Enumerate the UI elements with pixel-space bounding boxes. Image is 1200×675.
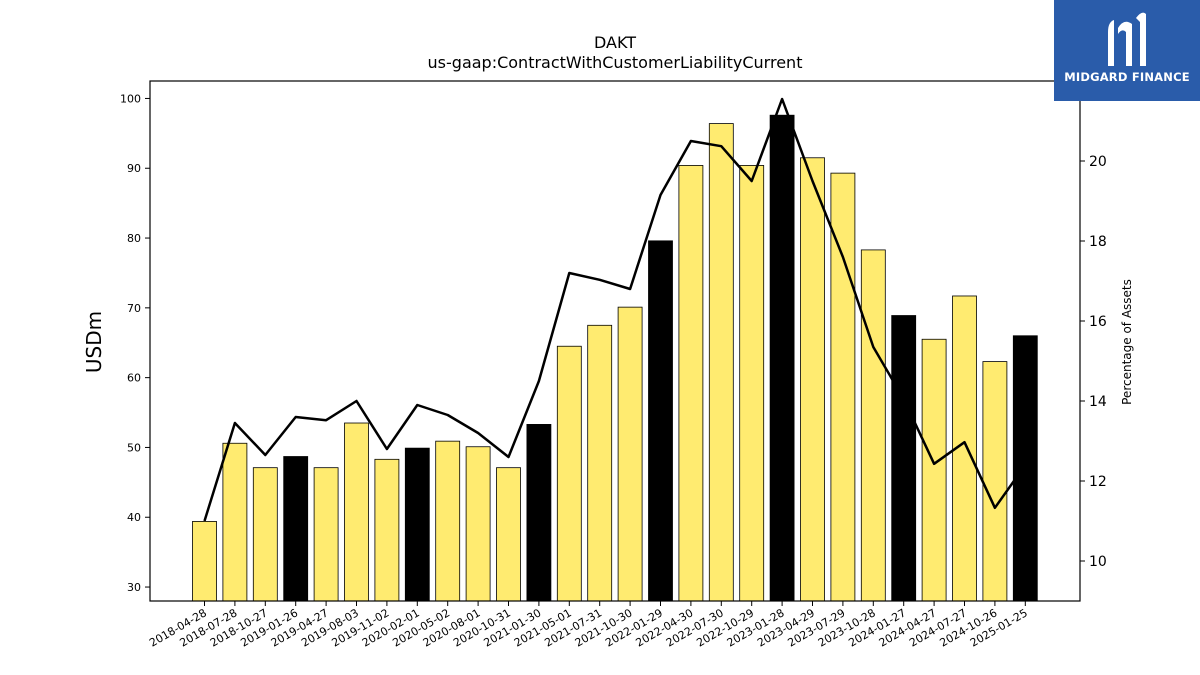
bar (587, 324, 613, 602)
bar (404, 447, 430, 602)
y-tick-label: 50 (127, 441, 141, 454)
y2-tick-label: 12 (1089, 474, 1107, 490)
bar (344, 422, 369, 602)
bar (648, 240, 673, 602)
y-tick-label: 90 (127, 162, 141, 175)
y-tick-label: 40 (127, 511, 141, 524)
bar (252, 467, 278, 602)
bar (1012, 335, 1038, 602)
y2-tick-label: 20 (1089, 154, 1107, 170)
y2-tick-label: 14 (1089, 394, 1107, 410)
brand-logo: MIDGARD FINANCE (1054, 0, 1200, 101)
bars-layer (192, 114, 1038, 602)
bar (678, 165, 704, 602)
bar (465, 446, 491, 602)
logo-mark-icon (1108, 12, 1146, 67)
y-tick-label: 70 (127, 302, 141, 315)
bar (982, 361, 1008, 602)
bar (921, 338, 947, 602)
bar (891, 315, 917, 602)
chart-title: DAKT (594, 33, 636, 52)
y2-tick-label: 18 (1089, 234, 1107, 250)
y-tick-label: 100 (120, 92, 141, 105)
y-tick-label: 80 (127, 232, 141, 245)
bar (283, 456, 309, 602)
y2-axis-label: Percentage of Assets (1120, 279, 1134, 405)
chart-subtitle: us-gaap:ContractWithCustomerLiabilityCur… (428, 53, 803, 72)
y-axis-label: USDm (82, 311, 106, 373)
line-layer (203, 97, 1027, 522)
bar (192, 521, 217, 602)
bar (222, 442, 248, 602)
bar (739, 165, 765, 602)
bar (708, 123, 734, 602)
y-tick-label: 30 (127, 581, 141, 594)
bar (435, 440, 461, 602)
bar (617, 306, 643, 602)
bar (769, 114, 795, 602)
plot-frame (149, 80, 1081, 602)
bar (830, 172, 856, 602)
bar (556, 345, 582, 602)
y2-tick-label: 16 (1089, 314, 1107, 330)
y-tick-label: 60 (127, 372, 141, 385)
bar (313, 467, 339, 602)
y2-tick-label: 10 (1089, 554, 1107, 570)
logo-text: MIDGARD FINANCE (1064, 70, 1190, 84)
bar (800, 157, 825, 602)
bar (526, 424, 552, 602)
line-series (203, 97, 1027, 522)
bar (496, 467, 521, 602)
bar (374, 458, 400, 602)
bar (860, 249, 886, 602)
